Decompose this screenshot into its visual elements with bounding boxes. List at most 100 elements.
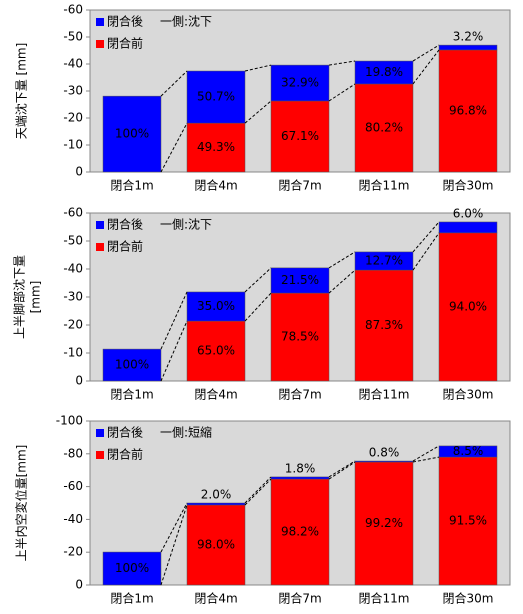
data-label: 98.0% — [197, 537, 235, 551]
bar-segment — [186, 122, 246, 173]
annotation: 一側:短縮 — [160, 425, 212, 440]
bar-segment — [102, 95, 162, 173]
data-label: 6.0% — [453, 206, 484, 220]
bar-segment — [186, 291, 246, 322]
bar-segment — [102, 551, 162, 586]
legend-swatch — [96, 40, 104, 48]
series-line — [244, 100, 272, 124]
bar-segment — [438, 44, 498, 51]
y-tick-label: -20 — [63, 111, 83, 125]
bar-segment — [270, 292, 330, 382]
bar-segment — [270, 100, 330, 173]
data-label: 67.1% — [281, 129, 319, 143]
legend-label: 閉合後 — [107, 425, 143, 440]
data-label: 49.3% — [197, 140, 235, 154]
data-label: 98.2% — [281, 525, 319, 539]
legend-swatch — [96, 451, 104, 459]
data-label: 32.9% — [281, 76, 319, 90]
y-tick-label: 0 — [75, 374, 83, 388]
data-label: 0.8% — [369, 446, 400, 460]
data-label: 100% — [115, 358, 149, 372]
series-line — [328, 269, 356, 294]
y-axis-label: 上半内空変位量[mm] — [14, 445, 29, 562]
data-label: 100% — [115, 561, 149, 575]
y-tick-label: -50 — [63, 30, 83, 44]
x-tick-label: 閉合4m — [194, 178, 237, 193]
series-line — [412, 445, 440, 462]
series-line — [412, 456, 440, 463]
x-tick-label: 閉合11m — [359, 591, 410, 606]
x-tick-label: 閉合4m — [194, 591, 237, 606]
bar-segment — [270, 267, 330, 294]
x-tick-label: 閉合11m — [359, 178, 410, 193]
series-line — [328, 461, 356, 480]
legend-label: 閉合後 — [107, 217, 143, 232]
data-label: 8.5% — [453, 444, 484, 458]
series-line — [244, 64, 272, 72]
x-tick-label: 閉合30m — [443, 178, 494, 193]
data-label: 12.7% — [365, 254, 403, 268]
y-tick-label: -10 — [63, 346, 83, 360]
y-tick-label: -50 — [63, 234, 83, 248]
series-line — [160, 320, 188, 382]
y-axis-label: 天端沈下量 [mm] — [14, 43, 29, 140]
legend-swatch — [96, 243, 104, 251]
bar-segment — [186, 70, 246, 124]
y-tick-label: -60 — [63, 3, 83, 17]
data-label: 99.2% — [365, 516, 403, 530]
x-tick-label: 閉合7m — [278, 387, 321, 402]
bar-segment — [438, 232, 498, 382]
bar-segment — [270, 478, 330, 586]
legend-label: 閉合後 — [107, 14, 143, 29]
y-tick-label: -40 — [63, 57, 83, 71]
data-label: 3.2% — [453, 30, 484, 44]
y-axis-label: [mm] — [29, 281, 43, 314]
y-tick-label: 0 — [75, 578, 83, 592]
bar-segment — [270, 64, 330, 102]
y-tick-label: -60 — [63, 479, 83, 493]
series-line — [244, 292, 272, 322]
annotation: 一側:沈下 — [160, 217, 212, 232]
series-line — [412, 232, 440, 271]
bar-segment — [270, 476, 330, 480]
y-tick-label: -80 — [63, 446, 83, 460]
data-label: 50.7% — [197, 90, 235, 104]
x-tick-label: 閉合1m — [110, 178, 153, 193]
bar-segment — [186, 502, 246, 506]
y-tick-label: -100 — [56, 414, 83, 428]
series-line — [412, 221, 440, 253]
data-label: 100% — [115, 127, 149, 141]
series-line — [244, 478, 272, 506]
data-label: 19.8% — [365, 65, 403, 79]
y-tick-label: 0 — [75, 165, 83, 179]
data-label: 96.8% — [449, 103, 487, 117]
series-line — [328, 251, 356, 269]
series-line — [328, 83, 356, 102]
series-line — [244, 476, 272, 504]
series-line — [160, 504, 188, 586]
data-label: 94.0% — [449, 299, 487, 313]
legend-label: 閉合前 — [107, 36, 143, 51]
data-label: 80.2% — [365, 120, 403, 134]
data-label: 91.5% — [449, 514, 487, 528]
x-tick-label: 閉合30m — [443, 387, 494, 402]
series-line — [244, 267, 272, 293]
data-label: 21.5% — [281, 273, 319, 287]
bar-segment — [438, 221, 498, 234]
bar-segment — [438, 445, 498, 458]
x-tick-label: 閉合1m — [110, 387, 153, 402]
series-line — [160, 122, 188, 173]
y-tick-label: -10 — [63, 138, 83, 152]
bar-segment — [354, 460, 414, 463]
x-tick-label: 閉合30m — [443, 591, 494, 606]
bar-segment — [354, 83, 414, 173]
bar-segment — [354, 269, 414, 382]
data-label: 1.8% — [285, 461, 316, 475]
series-line — [412, 44, 440, 62]
legend-swatch — [96, 18, 104, 26]
annotation: 一側:沈下 — [160, 14, 212, 29]
x-tick-label: 閉合1m — [110, 591, 153, 606]
data-label: 65.0% — [197, 344, 235, 358]
x-tick-label: 閉合7m — [278, 178, 321, 193]
